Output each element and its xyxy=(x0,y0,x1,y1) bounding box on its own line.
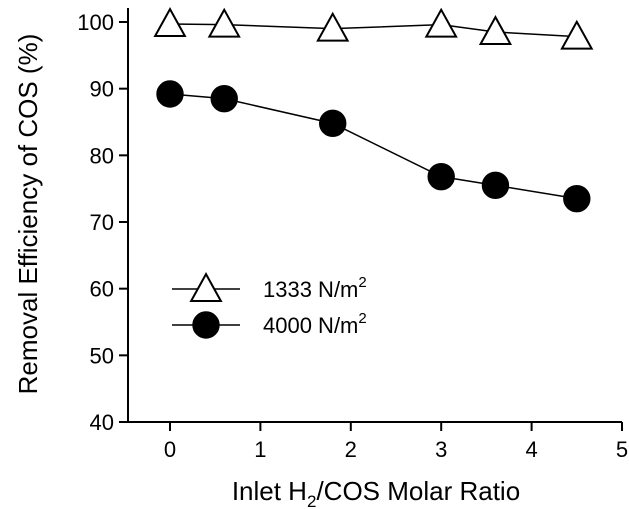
y-axis-title: Removal Efficiency of COS (%) xyxy=(13,34,43,395)
axis-ticks: 0 1 2 3 4 5 40 50 60 70 80 90 100 xyxy=(77,10,628,462)
legend-item-1: 1333 N/m2 xyxy=(172,272,367,302)
y-tick-label: 50 xyxy=(90,343,114,368)
x-axis-title-subscript: 2 xyxy=(307,492,316,509)
series-1-point xyxy=(207,7,241,38)
x-axis-title-suffix: /COS Molar Ratio xyxy=(316,476,520,506)
series-1-point xyxy=(424,7,458,38)
legend-label-text: 4000 N/m xyxy=(263,313,358,338)
y-tick-label: 100 xyxy=(77,10,114,35)
legend-label: 4000 N/m2 xyxy=(263,310,367,338)
legend-marker xyxy=(189,272,223,302)
y-tick-label: 70 xyxy=(90,210,114,235)
series-1 xyxy=(153,7,594,50)
series-layer xyxy=(153,7,594,213)
x-tick-label: 1 xyxy=(254,437,266,462)
plot-frame xyxy=(127,8,622,423)
y-tick-label: 90 xyxy=(90,77,114,102)
x-axis-title: Inlet H2/COS Molar Ratio xyxy=(232,476,520,509)
legend-label-superscript: 2 xyxy=(358,274,366,291)
legend-marker xyxy=(192,311,220,339)
y-tick-label: 60 xyxy=(90,277,114,302)
legend-label-superscript: 2 xyxy=(358,310,366,327)
series-2 xyxy=(156,80,591,213)
legend-item-2: 4000 N/m2 xyxy=(172,310,367,339)
y-tick-label: 40 xyxy=(90,410,114,435)
legend-label-text: 1333 N/m xyxy=(263,277,358,302)
series-1-point xyxy=(316,11,350,42)
y-tick-label: 80 xyxy=(90,143,114,168)
x-tick-label: 4 xyxy=(525,437,537,462)
series-2-point xyxy=(481,171,510,200)
series-1-point xyxy=(153,7,187,37)
series-2-point xyxy=(563,184,591,213)
x-tick-label: 3 xyxy=(435,437,447,462)
legend-label: 1333 N/m2 xyxy=(263,274,367,302)
series-1-point xyxy=(478,15,513,45)
series-2-point xyxy=(427,162,455,191)
x-tick-label: 2 xyxy=(345,437,357,462)
series-2-point xyxy=(156,80,184,108)
x-tick-label: 5 xyxy=(616,437,628,462)
series-2-point xyxy=(210,84,238,113)
x-axis-title-prefix: Inlet H xyxy=(232,476,307,506)
x-tick-label: 0 xyxy=(164,437,176,462)
series-2-point xyxy=(319,109,347,138)
series-1-point xyxy=(560,19,594,50)
